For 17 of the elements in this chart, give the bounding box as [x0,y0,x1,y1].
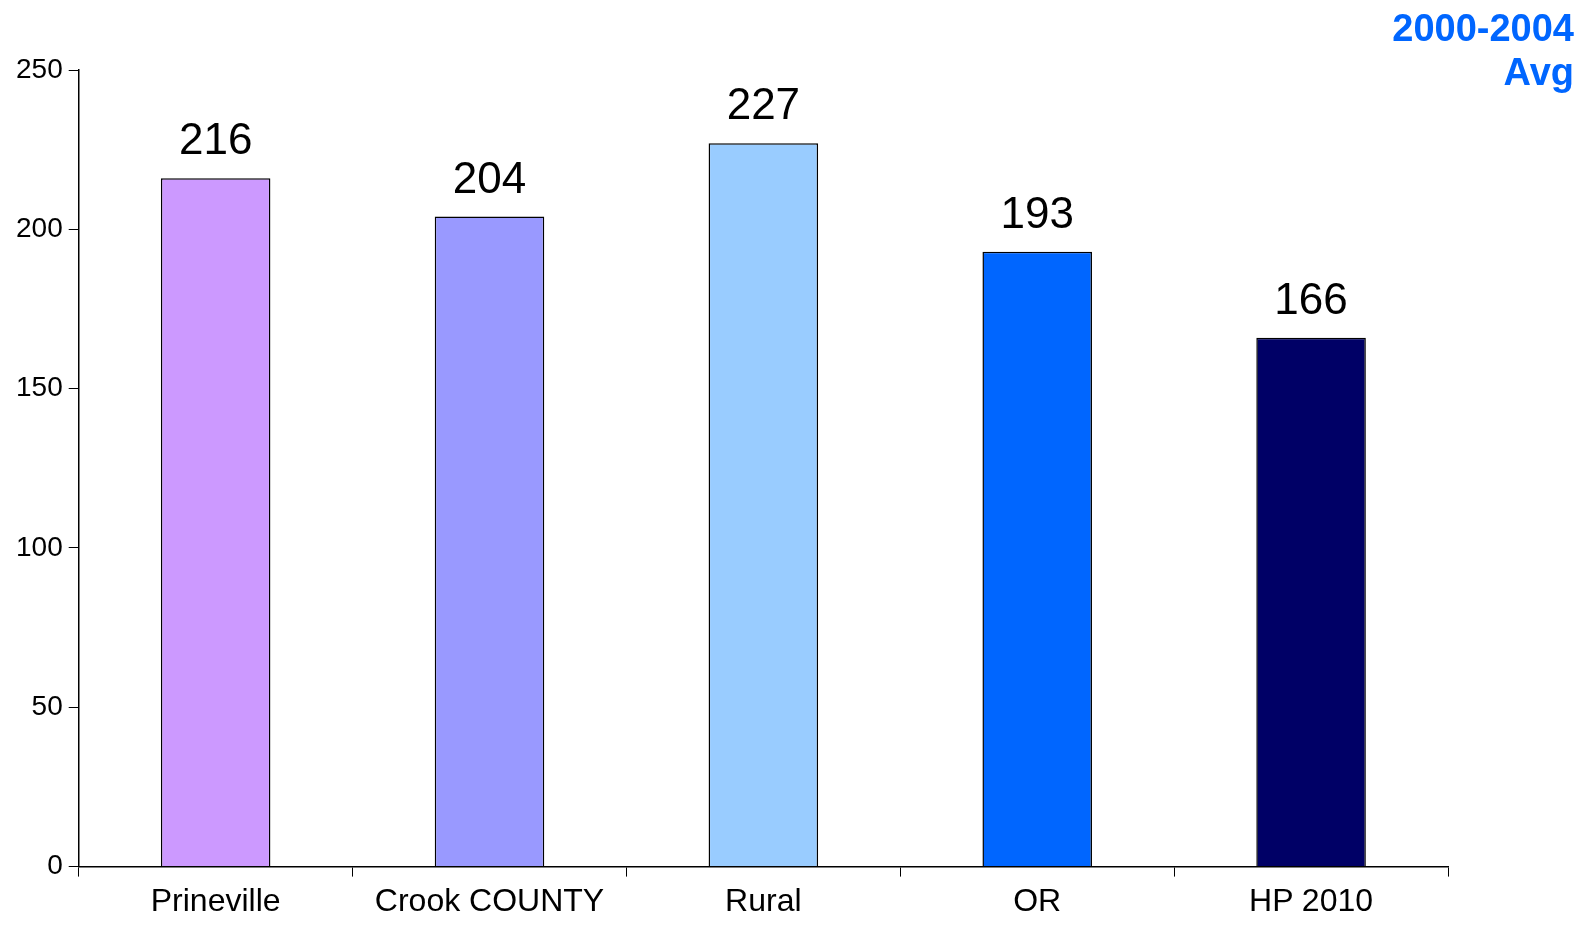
data-label: 216 [178,114,253,164]
y-tick-label: 200 [16,212,63,244]
x-tick-label: Prineville [150,881,281,918]
x-tick-label: HP 2010 [1249,881,1374,918]
y-tick-label: 150 [16,371,63,403]
y-tick-label: 0 [47,849,63,881]
x-tick-label: Crook COUNTY [374,881,605,918]
x-tick-label: OR [1013,881,1062,918]
y-tick-label: 100 [16,530,63,562]
data-label: 204 [452,152,527,202]
data-label: 227 [726,79,801,129]
data-label: 193 [1000,187,1074,237]
chart-title: 2000-2004 Avg [1391,6,1574,94]
y-tick-label: 50 [31,690,63,721]
x-tick-label: Rural [725,881,802,918]
data-label: 166 [1274,273,1348,323]
y-tick-label: 250 [16,52,63,84]
